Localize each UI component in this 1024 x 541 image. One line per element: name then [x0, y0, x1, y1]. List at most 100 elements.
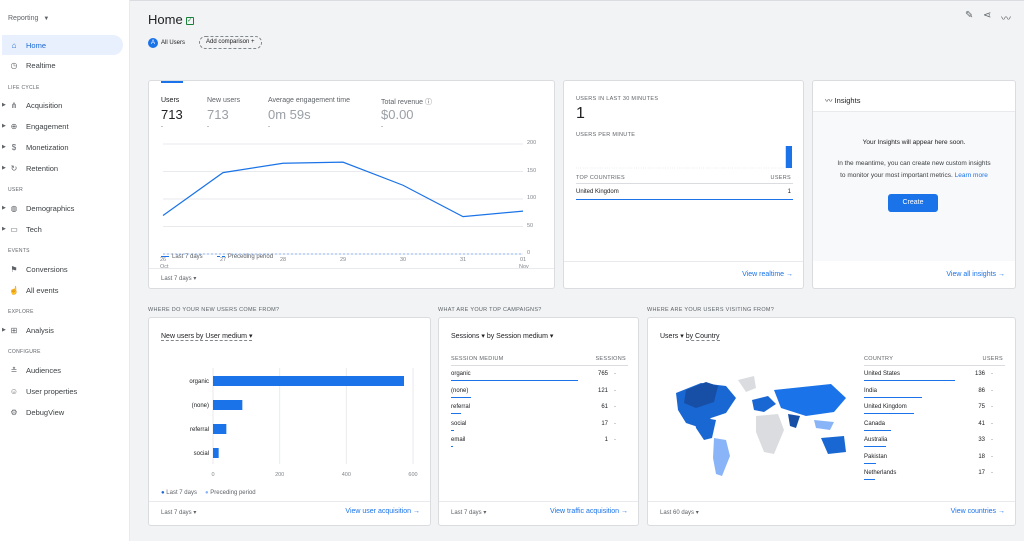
- acquisition-selector[interactable]: New users by User medium ▾: [161, 333, 253, 341]
- expand-icon: ▶: [2, 144, 6, 150]
- segment-chip[interactable]: A All Users: [148, 37, 185, 49]
- metric-users-value: 713: [161, 107, 183, 122]
- expand-icon: ▶: [2, 123, 6, 129]
- sidebar-item-tech[interactable]: ▶ ▭ Tech: [2, 219, 123, 239]
- edit-icon[interactable]: ✎: [965, 10, 974, 21]
- table-cell-name: referral: [451, 404, 471, 410]
- users-series-line: [162, 161, 524, 218]
- sidebar-item-monetization[interactable]: ▶ $ Monetization: [2, 137, 123, 157]
- y-tick-label: 0: [527, 250, 531, 256]
- date-range-selector[interactable]: Last 7 days ▾: [451, 510, 487, 516]
- table-cell-value: 1: [604, 437, 608, 443]
- x-tick-label: 200: [275, 472, 284, 478]
- table-cell-name: Australia: [864, 437, 888, 443]
- card-divider: [648, 501, 1015, 502]
- acquisition-bar-chart: 0 200 400 600 organic (none) referral social: [189, 368, 418, 478]
- legend-current-label: Last 7 days: [166, 490, 197, 496]
- learn-more-link[interactable]: Learn more: [954, 172, 988, 179]
- geo-card: Users ▾ by Country COUNTRY USERS Last 60…: [647, 317, 1016, 526]
- sidebar-item-all-events[interactable]: ☝ All events: [2, 280, 123, 300]
- date-range-selector[interactable]: Last 60 days ▾: [660, 510, 699, 516]
- sidebar-item-realtime[interactable]: ◷ Realtime: [2, 55, 123, 75]
- card-divider: [149, 268, 554, 269]
- sidebar-item-label: Audiences: [26, 365, 62, 375]
- expand-icon: ▶: [2, 102, 6, 108]
- metric-new-users-change: -: [207, 124, 209, 130]
- table-cell-value: 75: [978, 404, 985, 410]
- table-cell-change: -: [614, 404, 616, 410]
- sidebar-item-retention[interactable]: ▶ ↻ Retention: [2, 158, 123, 178]
- sidebar-item-conversions[interactable]: ⚑ Conversions: [2, 259, 123, 279]
- x-tick-label: 28: [280, 257, 287, 263]
- table-row-bar: [451, 429, 454, 431]
- insights-header: 〰 Insights: [825, 95, 860, 106]
- acq-dimension: by User medium: [196, 333, 247, 340]
- bar-referral: [213, 424, 227, 434]
- sidebar-item-audiences[interactable]: ≛ Audiences: [2, 360, 123, 380]
- sidebar-item-debugview[interactable]: ⚙ DebugView: [2, 402, 123, 422]
- table-cell-change: -: [991, 387, 993, 394]
- sidebar-item-home[interactable]: ⌂ Home: [2, 35, 123, 55]
- metric-engagement-label[interactable]: Average engagement time: [268, 97, 350, 104]
- table-cell-change: -: [991, 453, 993, 460]
- share-icon[interactable]: ⋖: [983, 10, 992, 21]
- date-range-label: Last 60 days: [660, 510, 695, 516]
- expand-icon: ▶: [2, 327, 6, 333]
- analysis-icon: ⊞: [10, 325, 18, 335]
- debug-icon: ⚙: [10, 407, 18, 417]
- campaigns-selector[interactable]: Sessions ▾ by Session medium ▾: [451, 333, 554, 340]
- add-comparison-button[interactable]: Add comparison +: [199, 36, 262, 49]
- metric-revenue-label[interactable]: Total revenue ⓘ: [381, 97, 432, 107]
- property-label: Reporting: [8, 15, 39, 22]
- sidebar-item-user-properties[interactable]: ☺ User properties: [2, 381, 123, 401]
- x-tick-label: 01: [520, 257, 527, 263]
- table-cell-value: 17: [978, 470, 985, 476]
- segment-avatar: A: [148, 38, 158, 48]
- view-user-acquisition-link[interactable]: View user acquisition →: [345, 508, 420, 515]
- create-button[interactable]: Create: [888, 194, 938, 212]
- legend-previous: Preceding period: [216, 254, 273, 260]
- date-range-selector[interactable]: Last 7 days ▾: [161, 276, 197, 282]
- metric-engagement-change: -: [268, 124, 270, 130]
- view-traffic-acquisition-link[interactable]: View traffic acquisition →: [550, 508, 628, 515]
- table-row-bar: [864, 413, 915, 414]
- top-countries-label: TOP COUNTRIES: [576, 175, 625, 181]
- expand-icon: ▶: [2, 226, 6, 232]
- sidebar-item-analysis[interactable]: ▶ ⊞ Analysis: [2, 320, 123, 340]
- table-cell-name: Pakistan: [864, 453, 888, 460]
- table-row-bar: [864, 446, 887, 447]
- sidebar-item-label: Demographics: [26, 203, 75, 213]
- acquisition-icon: ⋔: [10, 100, 18, 110]
- date-range-selector[interactable]: Last 7 days ▾: [161, 510, 197, 516]
- insights-body: Your Insights will appear here soon. In …: [813, 111, 1015, 261]
- view-realtime-link[interactable]: View realtime →: [742, 271, 793, 278]
- table-cell-value: 86: [978, 387, 985, 394]
- x-tick-label: 29: [340, 257, 347, 263]
- map-canada: [684, 382, 718, 408]
- table-cell-value: 136: [974, 371, 985, 377]
- table-cell-name: India: [864, 387, 878, 394]
- insights-icon[interactable]: 〰: [1001, 14, 1011, 25]
- card-divider: [149, 501, 430, 502]
- view-countries-link[interactable]: View countries →: [950, 508, 1005, 515]
- realtime-users-label: USERS IN LAST 30 MINUTES: [576, 96, 659, 102]
- metric-users-label[interactable]: Users: [161, 97, 180, 104]
- view-insights-link[interactable]: View all insights →: [946, 271, 1005, 278]
- per-minute-bar-chart: [576, 146, 792, 169]
- table-row-bar: [451, 396, 472, 398]
- geo-selector[interactable]: Users ▾ by Country: [660, 333, 720, 341]
- sidebar-item-label: All events: [26, 285, 59, 295]
- insights-heading: Your Insights will appear here soon.: [862, 139, 966, 146]
- acq-metric: New users: [161, 333, 195, 340]
- table-row-bar: [864, 462, 877, 464]
- view-user-acquisition-label: View user acquisition: [345, 508, 412, 515]
- sidebar-item-demographics[interactable]: ▶ ◍ Demographics: [2, 198, 123, 218]
- clock-icon: ◷: [10, 60, 18, 70]
- metric-new-users-label[interactable]: New users: [207, 97, 241, 104]
- x-tick-label: 400: [342, 472, 351, 478]
- property-selector[interactable]: Reporting ▼: [8, 15, 49, 22]
- sidebar-item-engagement[interactable]: ▶ ⊕ Engagement: [2, 116, 123, 136]
- acquisition-question: WHERE DO YOUR NEW USERS COME FROM?: [148, 307, 280, 313]
- x-month-end: Nov: [519, 264, 529, 270]
- sidebar-item-acquisition[interactable]: ▶ ⋔ Acquisition: [2, 95, 123, 115]
